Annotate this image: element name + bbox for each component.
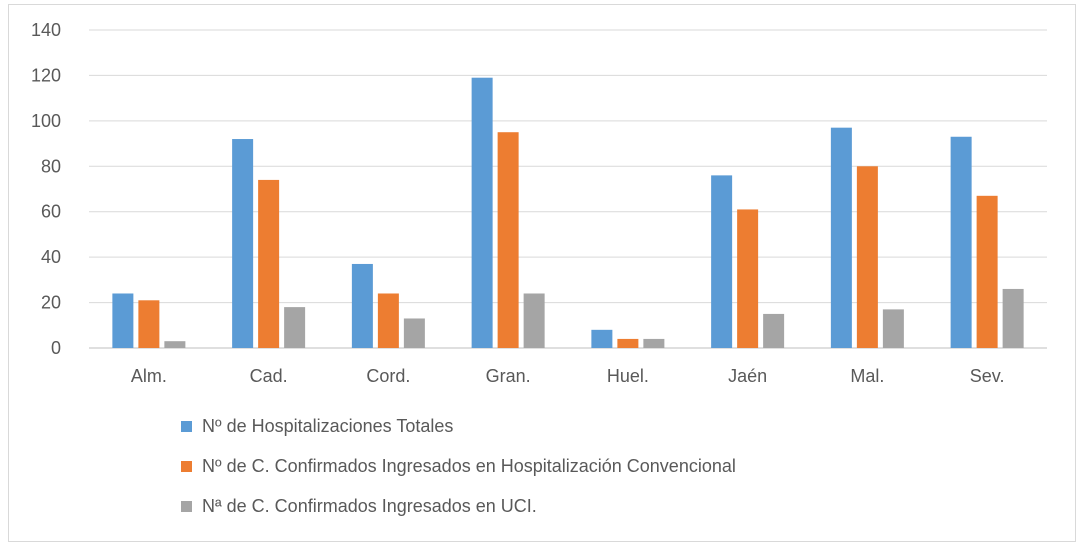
bar-mal-series-3 bbox=[882, 309, 904, 348]
bar-jaén-series-3 bbox=[763, 313, 785, 348]
bar-sev-series-2 bbox=[976, 195, 998, 348]
bar-cord-series-1 bbox=[351, 263, 373, 348]
chart-frame: 0 20 40 60 80 100 120 140 Alm. Cad. Cord. Gran. Hue… bbox=[8, 4, 1076, 542]
bar-cad-series-3 bbox=[284, 307, 306, 348]
bar-huel-series-1 bbox=[591, 329, 613, 348]
x-category-label: Sev. bbox=[970, 366, 1005, 386]
x-category-label: Alm. bbox=[131, 366, 167, 386]
bar-sev-series-3 bbox=[1002, 288, 1024, 348]
x-category-label: Cord. bbox=[366, 366, 410, 386]
bar-alm-series-2 bbox=[138, 300, 160, 348]
legend-label: Nº de Hospitalizaciones Totales bbox=[202, 416, 453, 436]
bar-gran-series-1 bbox=[471, 77, 493, 348]
bar-chart: 0 20 40 60 80 100 120 140 Alm. Cad. Cord. Gran. Hue… bbox=[31, 20, 1047, 516]
y-tick-label: 100 bbox=[31, 111, 61, 131]
x-category-label: Jaén bbox=[728, 366, 767, 386]
bar-cord-series-3 bbox=[403, 318, 425, 348]
bars bbox=[112, 77, 1024, 349]
y-tick-label: 0 bbox=[51, 338, 61, 358]
x-category-label: Huel. bbox=[607, 366, 649, 386]
bar-jaén-series-1 bbox=[711, 175, 733, 348]
legend-swatch bbox=[181, 461, 192, 472]
bar-alm-series-1 bbox=[112, 293, 134, 348]
bar-sev-series-1 bbox=[950, 136, 972, 348]
bar-huel-series-2 bbox=[617, 338, 639, 348]
legend-label: Nº de C. Confirmados Ingresados en Hospi… bbox=[202, 456, 736, 476]
x-axis-categories: Alm. Cad. Cord. Gran. Huel. Jaén Mal. Sev. bbox=[131, 366, 1005, 386]
y-axis-ticks: 0 20 40 60 80 100 120 140 bbox=[31, 20, 61, 358]
y-tick-label: 20 bbox=[41, 293, 61, 313]
bar-cad-series-2 bbox=[258, 179, 280, 348]
y-tick-label: 40 bbox=[41, 247, 61, 267]
bar-huel-series-3 bbox=[643, 338, 665, 348]
x-category-label: Cad. bbox=[250, 366, 288, 386]
legend: Nº de Hospitalizaciones Totales Nº de C. … bbox=[181, 416, 736, 516]
y-tick-label: 140 bbox=[31, 20, 61, 40]
legend-swatch bbox=[181, 421, 192, 432]
y-tick-label: 60 bbox=[41, 202, 61, 222]
legend-label: Nª de C. Confirmados Ingresados en UCI. bbox=[202, 496, 537, 516]
bar-alm-series-3 bbox=[164, 341, 186, 348]
legend-swatch bbox=[181, 501, 192, 512]
bar-mal-series-1 bbox=[830, 127, 852, 349]
bar-cord-series-2 bbox=[377, 293, 399, 348]
y-tick-label: 120 bbox=[31, 65, 61, 85]
bar-jaén-series-2 bbox=[737, 209, 759, 348]
y-tick-label: 80 bbox=[41, 156, 61, 176]
x-category-label: Mal. bbox=[850, 366, 884, 386]
x-category-label: Gran. bbox=[486, 366, 531, 386]
bar-mal-series-2 bbox=[856, 166, 878, 348]
bar-cad-series-1 bbox=[232, 139, 254, 348]
bar-gran-series-2 bbox=[497, 132, 519, 348]
bar-gran-series-3 bbox=[523, 293, 545, 348]
